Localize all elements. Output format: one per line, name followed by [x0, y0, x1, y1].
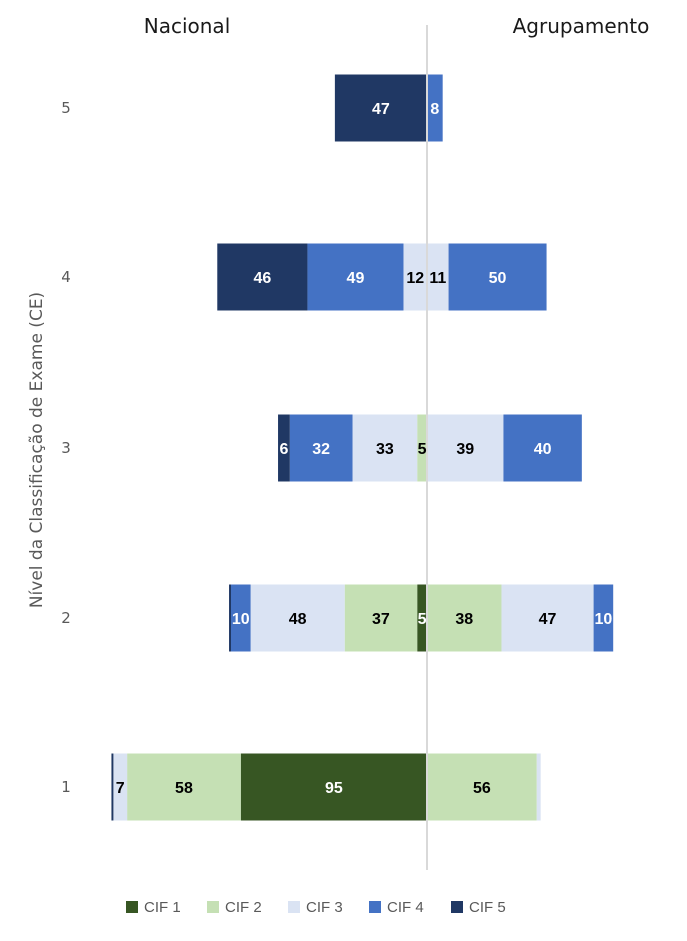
bar-nacional-cif5-ce3: [278, 414, 290, 482]
data-label-agrupamento-ce1-s1: 56: [473, 780, 491, 797]
data-label-nacional-ce4-s4: 46: [253, 270, 271, 287]
legend-swatch-cif5: [451, 901, 463, 913]
bar-agrupamento-cif3-ce4: [427, 243, 449, 311]
data-label-nacional-ce4-s2: 12: [406, 270, 424, 287]
legend-label-cif1: CIF 1: [144, 899, 181, 916]
data-label-agrupamento-ce4-s3: 50: [489, 270, 507, 287]
bar-nacional-cif2-ce2: [344, 584, 418, 652]
legend: CIF 1 CIF 2 CIF 3 CIF 4 CIF 5: [126, 899, 506, 916]
bar-agrupamento-cif3-ce1: [536, 753, 541, 821]
bar-nacional-cif5-ce5: [334, 74, 427, 142]
legend-label-cif2: CIF 2: [225, 899, 262, 916]
bar-nacional-cif4-ce3: [289, 414, 353, 482]
data-label-nacional-ce2-s3: 10: [232, 611, 250, 628]
bar-nacional-cif1-ce2: [417, 584, 427, 652]
y-axis-label: Nível da Classificação de Exame (CE): [27, 292, 47, 608]
bar-agrupamento-cif4-ce4: [448, 243, 547, 311]
bar-nacional-cif5-ce4: [217, 243, 308, 311]
data-label-agrupamento-ce2-s1: 38: [455, 611, 473, 628]
data-label-nacional-ce3-s2: 33: [376, 441, 394, 458]
bar-agrupamento-cif2-ce2: [427, 584, 502, 652]
bar-nacional-cif3-ce3: [352, 414, 418, 482]
category-label-4: 4: [61, 268, 71, 286]
data-label-agrupamento-ce4-s2: 11: [429, 270, 446, 287]
right-header: Agrupamento: [513, 14, 650, 38]
data-label-nacional-ce1-s1: 58: [175, 780, 193, 797]
category-label-3: 3: [61, 439, 71, 457]
data-label-nacional-ce2-s1: 37: [372, 611, 390, 628]
legend-swatch-cif3: [288, 901, 300, 913]
legend-swatch-cif4: [369, 901, 381, 913]
segment-labels: 7 58 95 56 10 48 37 5 38 47 10 6 32 33 5 39 40 46 49 12 11 50…: [116, 101, 613, 797]
legend-label-cif3: CIF 3: [306, 899, 343, 916]
bar-nacional-cif2-ce3: [417, 414, 427, 482]
bar-agrupamento-cif3-ce3: [427, 414, 504, 482]
category-label-5: 5: [61, 99, 71, 117]
bar-nacional-cif4-ce4: [307, 243, 404, 311]
data-label-nacional-ce2-s2: 48: [289, 611, 307, 628]
left-header: Nacional: [144, 14, 231, 38]
bar-agrupamento-cif3-ce2: [501, 584, 594, 652]
legend-swatch-cif1: [126, 901, 138, 913]
data-label-nacional-ce1-s0: 95: [325, 780, 343, 797]
bar-nacional-cif4-ce2: [231, 584, 251, 652]
data-label-nacional-ce2-s0: 5: [418, 611, 427, 628]
bar-nacional-cif1-ce1: [240, 753, 427, 821]
data-label-nacional-ce3-s4: 6: [279, 441, 288, 458]
bar-agrupamento-cif2-ce1: [427, 753, 537, 821]
bars-layer: [111, 74, 614, 821]
data-label-agrupamento-ce3-s3: 40: [534, 441, 552, 458]
data-label-nacional-ce3-s3: 32: [312, 441, 330, 458]
bar-nacional-cif5-ce2: [229, 584, 231, 652]
legend-swatch-cif2: [207, 901, 219, 913]
bar-nacional-cif5-ce1: [111, 753, 114, 821]
bar-agrupamento-cif4-ce2: [593, 584, 614, 652]
legend-label-cif5: CIF 5: [469, 899, 506, 916]
data-label-agrupamento-ce5-s3: 8: [430, 101, 439, 118]
data-label-agrupamento-ce2-s3: 10: [595, 611, 613, 628]
data-label-agrupamento-ce2-s2: 47: [539, 611, 557, 628]
bar-nacional-cif3-ce4: [403, 243, 427, 311]
data-label-nacional-ce3-s1: 5: [418, 441, 427, 458]
bar-nacional-cif2-ce1: [127, 753, 241, 821]
data-label-nacional-ce1-s2: 7: [116, 780, 125, 797]
category-label-1: 1: [61, 778, 71, 796]
bar-nacional-cif3-ce1: [113, 753, 128, 821]
data-label-nacional-ce5-s4: 47: [372, 101, 390, 118]
bar-nacional-cif3-ce2: [250, 584, 345, 652]
legend-label-cif4: CIF 4: [387, 899, 424, 916]
bar-agrupamento-cif4-ce5: [427, 74, 443, 142]
data-label-agrupamento-ce3-s2: 39: [456, 441, 474, 458]
data-label-nacional-ce4-s3: 49: [347, 270, 365, 287]
category-label-2: 2: [61, 609, 71, 627]
category-labels: 1 2 3 4 5: [61, 99, 71, 796]
bar-agrupamento-cif4-ce3: [503, 414, 582, 482]
